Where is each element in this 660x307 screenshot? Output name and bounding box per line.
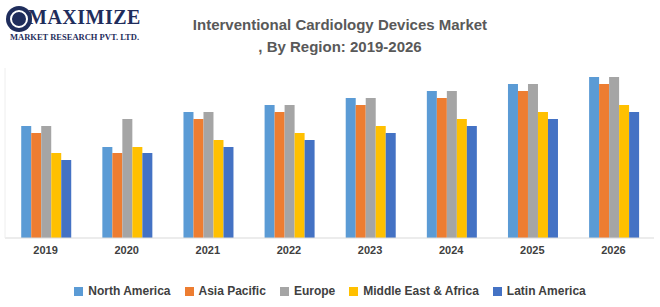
html-text:Europe: Europe: [293, 284, 336, 298]
html-text:Interventional Cardiology Devi: Interventional Cardiology Devices Market…: [192, 16, 488, 55]
html-text:MAXIMIZE: MAXIMIZE: [28, 6, 141, 28]
html-text:North America: North America: [88, 284, 171, 298]
html-text:Latin America: Latin America: [506, 284, 586, 298]
svg-text:2025: 2025: [520, 244, 544, 256]
svg-text:2019: 2019: [33, 244, 57, 256]
html-text:Middle East & Africa: Middle East & Africa: [363, 284, 479, 298]
html-text:MARKET RESEARCH PVT. LTD.: MARKET RESEARCH PVT. LTD.: [10, 32, 139, 42]
svg-text:2021: 2021: [196, 244, 220, 256]
svg-text:2020: 2020: [114, 244, 138, 256]
svg-text:2024: 2024: [439, 244, 464, 256]
svg-text:2022: 2022: [277, 244, 301, 256]
svg-text:2026: 2026: [601, 244, 625, 256]
html-text:Asia Pacific: Asia Pacific: [198, 284, 266, 298]
svg-text:2023: 2023: [358, 244, 382, 256]
